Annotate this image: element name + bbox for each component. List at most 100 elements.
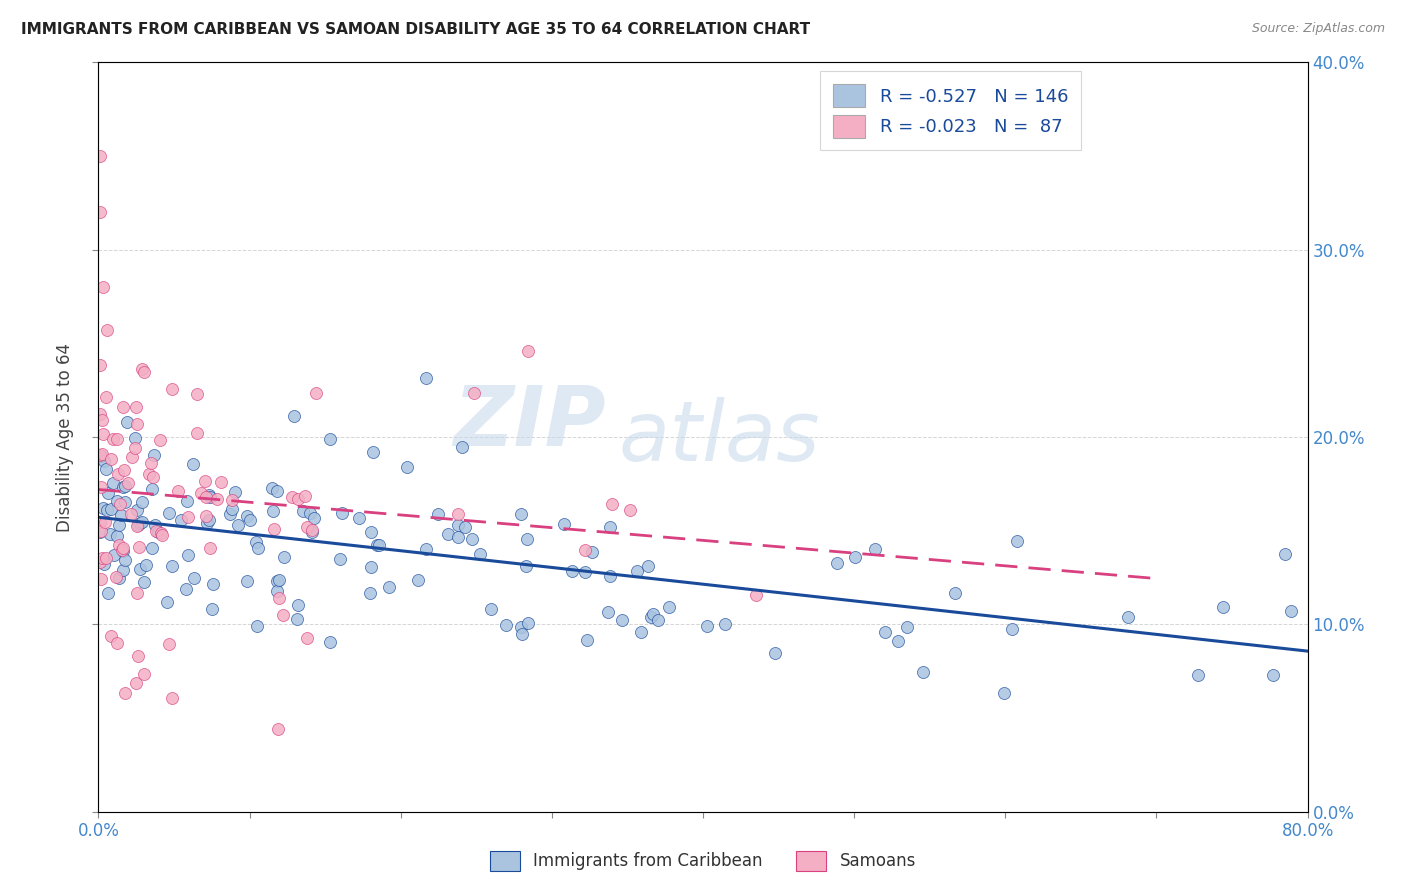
- Point: [94, 515, 117, 529]
- Point: [271, 607, 294, 622]
- Point: [515, 559, 537, 574]
- Point: [911, 665, 934, 680]
- Point: [1279, 604, 1302, 618]
- Point: [156, 594, 179, 608]
- Point: [195, 490, 218, 504]
- Point: [146, 524, 169, 539]
- Point: [298, 506, 321, 520]
- Point: [581, 545, 603, 559]
- Point: [143, 517, 166, 532]
- Point: [236, 508, 259, 523]
- Point: [1261, 667, 1284, 681]
- Point: [447, 517, 470, 532]
- Point: [132, 667, 155, 681]
- Point: [89, 358, 111, 372]
- Point: [125, 676, 148, 690]
- Point: [1212, 599, 1234, 614]
- Point: [141, 541, 163, 556]
- Point: [89, 448, 111, 462]
- Point: [114, 479, 136, 493]
- Point: [510, 627, 533, 641]
- Point: [186, 387, 208, 401]
- Point: [294, 489, 316, 503]
- Point: [101, 432, 124, 446]
- Point: [166, 484, 188, 499]
- Point: [114, 686, 136, 700]
- Point: [1005, 534, 1028, 549]
- Point: [637, 558, 659, 573]
- Point: [125, 502, 148, 516]
- Point: [129, 562, 152, 576]
- Point: [131, 495, 153, 509]
- Point: [149, 525, 172, 540]
- Point: [887, 634, 910, 648]
- Point: [619, 503, 641, 517]
- Point: [463, 386, 485, 401]
- Point: [863, 541, 886, 556]
- Point: [943, 586, 966, 600]
- Point: [993, 686, 1015, 700]
- Point: [127, 586, 149, 600]
- Point: [765, 646, 787, 660]
- Point: [112, 463, 135, 477]
- Point: [640, 610, 662, 624]
- Point: [131, 361, 153, 376]
- Point: [599, 520, 621, 534]
- Point: [89, 149, 111, 163]
- Point: [89, 555, 111, 569]
- Point: [94, 461, 117, 475]
- Point: [561, 565, 583, 579]
- Point: [207, 491, 229, 506]
- Point: [110, 543, 132, 558]
- Point: [170, 513, 193, 527]
- Point: [124, 441, 146, 455]
- Point: [1001, 622, 1024, 636]
- Point: [406, 573, 429, 587]
- Point: [283, 409, 305, 423]
- Point: [630, 625, 652, 640]
- Point: [260, 481, 283, 495]
- Point: [599, 569, 621, 583]
- Legend: R = -0.527   N = 146, R = -0.023   N =  87: R = -0.527 N = 146, R = -0.023 N = 87: [820, 71, 1081, 151]
- Point: [267, 591, 290, 606]
- Point: [198, 512, 221, 526]
- Point: [91, 501, 114, 516]
- Point: [576, 633, 599, 648]
- Point: [495, 617, 517, 632]
- Point: [89, 515, 111, 529]
- Point: [197, 488, 219, 502]
- Point: [301, 523, 323, 537]
- Point: [105, 432, 128, 446]
- Point: [221, 493, 243, 508]
- Point: [139, 456, 162, 470]
- Point: [90, 572, 112, 586]
- Point: [896, 620, 918, 634]
- Point: [160, 691, 183, 706]
- Point: [200, 602, 222, 616]
- Point: [509, 620, 531, 634]
- Point: [209, 475, 232, 490]
- Point: [114, 495, 136, 509]
- Point: [142, 448, 165, 462]
- Point: [127, 518, 149, 533]
- Point: [117, 415, 139, 429]
- Point: [114, 552, 136, 566]
- Point: [141, 482, 163, 496]
- Point: [377, 580, 399, 594]
- Point: [318, 635, 340, 649]
- Point: [329, 552, 352, 566]
- Point: [360, 525, 382, 540]
- Point: [600, 497, 623, 511]
- Point: [1274, 547, 1296, 561]
- Point: [612, 613, 634, 627]
- Point: [108, 571, 131, 585]
- Point: [368, 538, 391, 552]
- Point: [111, 541, 134, 555]
- Point: [96, 503, 118, 517]
- Point: [263, 522, 285, 536]
- Point: [461, 532, 484, 546]
- Point: [359, 586, 381, 600]
- Point: [157, 506, 180, 520]
- Point: [553, 516, 575, 531]
- Point: [198, 541, 221, 556]
